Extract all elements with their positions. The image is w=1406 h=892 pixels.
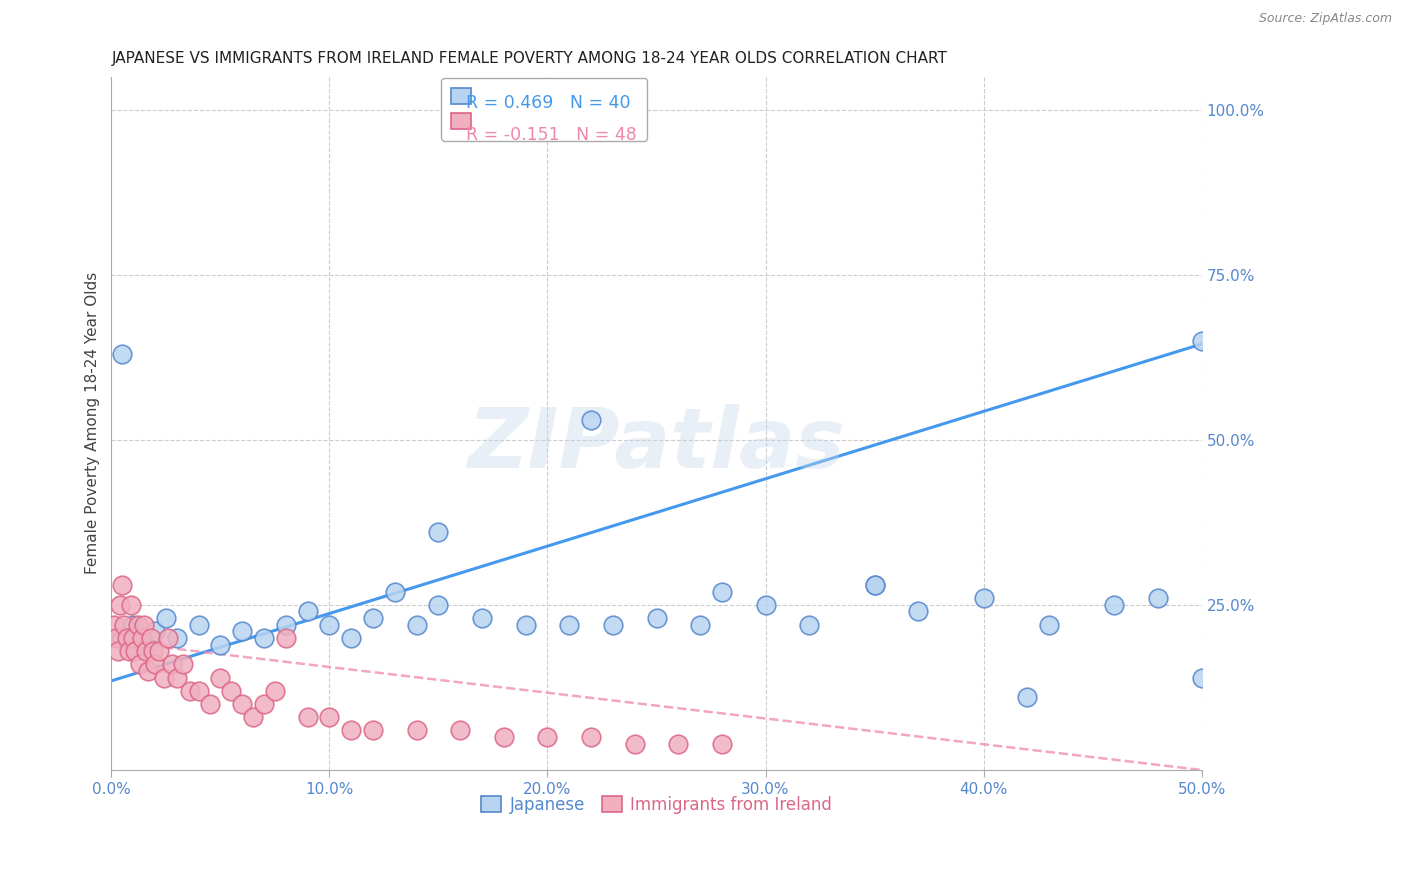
Y-axis label: Female Poverty Among 18-24 Year Olds: Female Poverty Among 18-24 Year Olds [86, 272, 100, 574]
Point [103, 617, 125, 632]
Point [162, 657, 184, 672]
Point [198, 697, 221, 711]
Point [361, 611, 384, 625]
Point [187, 617, 209, 632]
Point [318, 617, 340, 632]
Point [148, 644, 170, 658]
Point [111, 631, 134, 645]
Point [754, 598, 776, 612]
Point [1191, 671, 1213, 685]
Point [558, 617, 581, 632]
Point [115, 631, 138, 645]
Point [427, 525, 450, 540]
Point [143, 657, 166, 672]
Point [449, 723, 471, 738]
Point [907, 605, 929, 619]
Point [264, 683, 287, 698]
Point [209, 638, 232, 652]
Point [253, 697, 276, 711]
Text: ZIPatlas: ZIPatlas [468, 403, 845, 484]
Point [602, 617, 624, 632]
Point [179, 683, 201, 698]
Point [187, 683, 209, 698]
Point [340, 631, 363, 645]
Point [405, 723, 427, 738]
Point [710, 737, 733, 751]
Point [318, 710, 340, 724]
Point [209, 671, 232, 685]
Legend: Japanese, Immigrants from Ireland: Japanese, Immigrants from Ireland [471, 786, 842, 824]
Point [579, 413, 602, 427]
Point [1147, 591, 1170, 606]
Point [122, 617, 145, 632]
Point [623, 737, 645, 751]
Text: JAPANESE VS IMMIGRANTS FROM IRELAND FEMALE POVERTY AMONG 18-24 YEAR OLDS CORRELA: JAPANESE VS IMMIGRANTS FROM IRELAND FEMA… [111, 51, 948, 66]
Point [138, 664, 160, 678]
Point [118, 644, 141, 658]
Point [134, 617, 156, 632]
Point [114, 617, 136, 632]
Point [973, 591, 995, 606]
Point [405, 617, 427, 632]
Point [111, 578, 134, 592]
Point [1191, 334, 1213, 348]
Point [127, 617, 149, 632]
Point [1017, 690, 1039, 705]
Point [111, 347, 134, 361]
Text: Source: ZipAtlas.com: Source: ZipAtlas.com [1258, 12, 1392, 25]
Point [863, 578, 886, 592]
Point [427, 598, 450, 612]
Point [579, 730, 602, 744]
Point [536, 730, 558, 744]
Point [231, 697, 253, 711]
Point [797, 617, 820, 632]
Point [166, 631, 188, 645]
Point [122, 631, 145, 645]
Point [152, 671, 174, 685]
Point [157, 631, 180, 645]
Point [107, 644, 129, 658]
Point [297, 710, 319, 724]
Point [515, 617, 537, 632]
Point [166, 671, 188, 685]
Point [1104, 598, 1126, 612]
Point [492, 730, 515, 744]
Point [104, 631, 127, 645]
Point [1038, 617, 1060, 632]
Point [139, 631, 162, 645]
Point [242, 710, 264, 724]
Point [172, 657, 194, 672]
Point [142, 644, 165, 658]
Point [124, 644, 146, 658]
Point [689, 617, 711, 632]
Point [221, 683, 243, 698]
Point [135, 644, 157, 658]
Point [274, 631, 297, 645]
Point [274, 617, 297, 632]
Point [108, 598, 131, 612]
Text: R = 0.469   N = 40: R = 0.469 N = 40 [465, 94, 630, 112]
Point [128, 657, 150, 672]
Point [143, 624, 166, 639]
Point [645, 611, 668, 625]
Point [231, 624, 253, 639]
Point [120, 598, 142, 612]
Point [155, 611, 177, 625]
Point [863, 578, 886, 592]
Point [131, 631, 153, 645]
Point [710, 584, 733, 599]
Text: R = -0.151   N = 48: R = -0.151 N = 48 [465, 127, 637, 145]
Point [134, 638, 156, 652]
Point [471, 611, 494, 625]
Point [340, 723, 363, 738]
Point [361, 723, 384, 738]
Point [384, 584, 406, 599]
Point [253, 631, 276, 645]
Point [297, 605, 319, 619]
Point [666, 737, 689, 751]
